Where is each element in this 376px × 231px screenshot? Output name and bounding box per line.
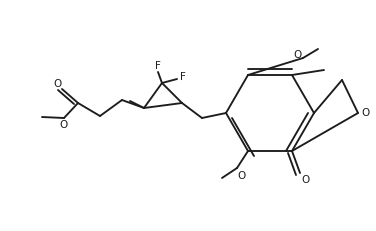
Text: O: O (361, 108, 369, 118)
Text: O: O (238, 171, 246, 181)
Text: O: O (293, 50, 301, 60)
Text: F: F (180, 72, 186, 82)
Text: O: O (53, 79, 61, 89)
Text: F: F (155, 61, 161, 71)
Text: O: O (59, 120, 67, 130)
Text: O: O (301, 175, 309, 185)
